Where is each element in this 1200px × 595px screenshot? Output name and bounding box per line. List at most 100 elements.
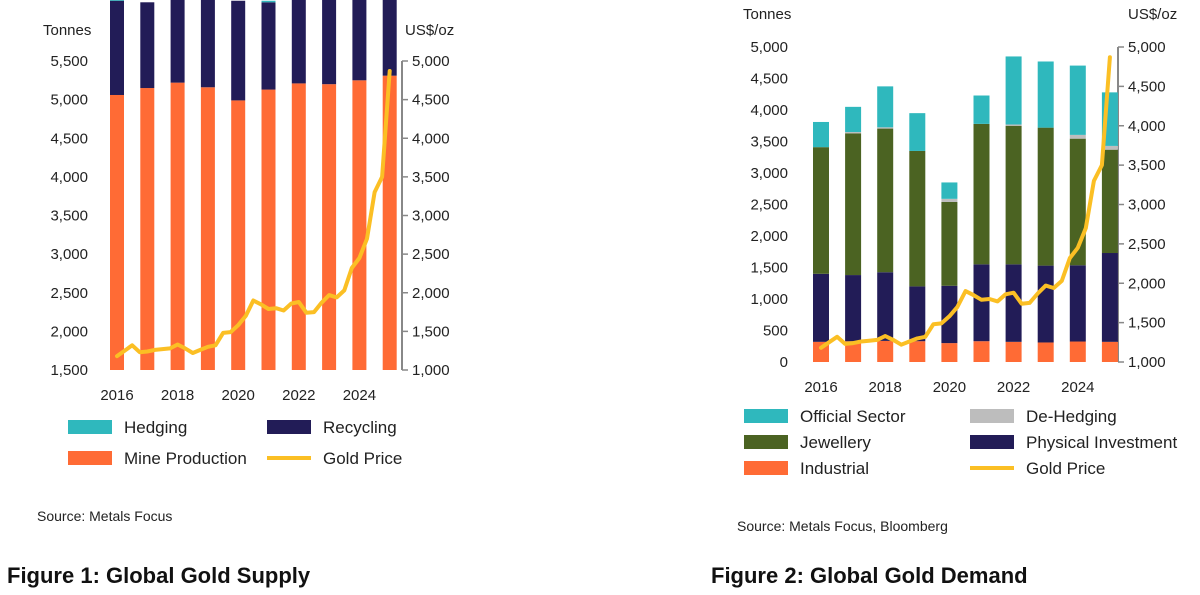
y2-tick-label: 2,000 [412, 285, 450, 302]
y-tick-label: 2,000 [750, 228, 788, 245]
legend-label: Jewellery [800, 433, 871, 452]
bar-mine-production-2023 [322, 84, 337, 371]
bar-industrial-2017 [845, 341, 862, 362]
bar-mine-production-2016 [110, 94, 124, 371]
bar-industrial-2020 [941, 343, 958, 362]
x-tick-label: 2018 [161, 387, 194, 404]
y-tick-label: 4,500 [750, 71, 788, 88]
bar-official-sector-2019 [909, 113, 926, 151]
bar-industrial-2024 [1069, 341, 1086, 362]
legend-swatch [68, 451, 112, 465]
x-tick-label: 2024 [1061, 379, 1094, 396]
bar-de-hedging-2024 [1069, 134, 1086, 139]
bar-industrial-2019 [909, 341, 926, 362]
y-tick-label: 3,000 [750, 165, 788, 182]
y-tick-label: 3,500 [50, 208, 88, 225]
figure1-source: Source: Metals Focus [37, 508, 173, 524]
bar-recycling-2023 [322, 0, 337, 85]
y2-tick-label: 3,000 [412, 208, 450, 225]
y2-tick-label: 3,500 [412, 169, 450, 186]
bar-hedging-2016 [110, 0, 124, 1]
bar-physical-investment-2018 [877, 272, 894, 341]
x-tick-label: 2022 [282, 387, 315, 404]
bar-recycling-2020 [231, 0, 246, 101]
legend-label: De-Hedging [1026, 407, 1117, 426]
bar-official-sector-2017 [845, 106, 862, 133]
y2-tick-label: 4,000 [412, 130, 450, 147]
y2-tick-label: 1,000 [1128, 354, 1166, 371]
bar-official-sector-2022 [1005, 56, 1022, 125]
y2-tick-label: 3,000 [1128, 197, 1166, 214]
bar-industrial-2021 [973, 341, 990, 362]
y2-axis-title: US$/oz [405, 22, 454, 39]
y-tick-label: 3,500 [750, 134, 788, 151]
bar-recycling-2018 [170, 0, 185, 83]
y-tick-label: 1,500 [50, 362, 88, 379]
y-tick-label: 3,000 [50, 246, 88, 263]
y-tick-label: 5,000 [750, 39, 788, 56]
gold-demand-chart: 0 500 1,000 1,500 2,000 2,500 3,000 3,500 4,000 4… [743, 6, 1177, 478]
bar-mine-production-2025 [382, 75, 397, 371]
y2-tick-label: 2,000 [1128, 275, 1166, 292]
y2-tick-label: 4,000 [1128, 118, 1166, 135]
y2-tick-label: 3,500 [1128, 157, 1166, 174]
y2-tick-label: 5,000 [1128, 39, 1166, 56]
x-tick-label: 2016 [100, 387, 133, 404]
bar-official-sector-2020 [941, 182, 958, 199]
bar-mine-production-2019 [200, 87, 215, 370]
x-tick-label: 2016 [804, 379, 837, 396]
x-tick-label: 2022 [997, 379, 1030, 396]
bar-recycling-2024 [352, 0, 367, 81]
bar-de-hedging-2017 [845, 132, 862, 134]
bar-official-sector-2024 [1069, 65, 1086, 135]
legend-label: Gold Price [1026, 459, 1105, 478]
legend-swatch [267, 420, 311, 434]
figure2-source: Source: Metals Focus, Bloomberg [737, 518, 948, 534]
bar-official-sector-2018 [877, 86, 894, 128]
x-tick-label: 2020 [222, 387, 255, 404]
y-tick-label: 500 [763, 323, 788, 340]
bar-physical-investment-2021 [973, 264, 990, 342]
bar-jewellery-2022 [1005, 125, 1022, 265]
bar-physical-investment-2024 [1069, 265, 1086, 342]
bar-jewellery-2021 [973, 123, 990, 265]
y2-axis-title: US$/oz [1128, 6, 1177, 23]
y-tick-label: 2,500 [750, 197, 788, 214]
y2-tick-label: 4,500 [412, 92, 450, 109]
bar-recycling-2022 [291, 0, 306, 84]
bar-mine-production-2017 [140, 88, 155, 370]
y2-tick-label: 5,000 [412, 53, 450, 70]
y-tick-label: 4,000 [50, 169, 88, 186]
bar-jewellery-2023 [1037, 127, 1054, 266]
legend-label: Industrial [800, 459, 869, 478]
bar-hedging-2021 [261, 0, 276, 3]
y2-tick-label: 1,000 [412, 362, 450, 379]
y-tick-label: 0 [780, 354, 788, 371]
y-axis-title: Tonnes [43, 22, 91, 39]
y2-tick-label: 2,500 [412, 246, 450, 263]
legend-swatch [744, 435, 788, 449]
bar-mine-production-2020 [231, 100, 246, 371]
legend-label: Gold Price [323, 449, 402, 468]
bar-industrial-2022 [1005, 341, 1022, 362]
legend-label: Recycling [323, 418, 397, 437]
bar-jewellery-2020 [941, 201, 958, 286]
bar-industrial-2025 [1101, 341, 1118, 362]
y-tick-label: 2,000 [50, 323, 88, 340]
y-tick-label: 5,000 [50, 92, 88, 109]
bar-official-sector-2016 [813, 121, 829, 148]
x-tick-label: 2018 [869, 379, 902, 396]
bar-jewellery-2018 [877, 128, 894, 273]
legend-swatch [744, 409, 788, 423]
y2-tick-label: 2,500 [1128, 236, 1166, 253]
y2-tick-label: 4,500 [1128, 78, 1166, 95]
y-tick-label: 4,500 [50, 130, 88, 147]
legend-swatch [744, 461, 788, 475]
legend-label: Official Sector [800, 407, 906, 426]
x-tick-label: 2020 [933, 379, 966, 396]
y-axis-title: Tonnes [743, 6, 791, 23]
legend-label: Hedging [124, 418, 187, 437]
y2-tick-label: 1,500 [412, 323, 450, 340]
y-tick-label: 5,500 [50, 53, 88, 70]
y2-tick-label: 1,500 [1128, 315, 1166, 332]
